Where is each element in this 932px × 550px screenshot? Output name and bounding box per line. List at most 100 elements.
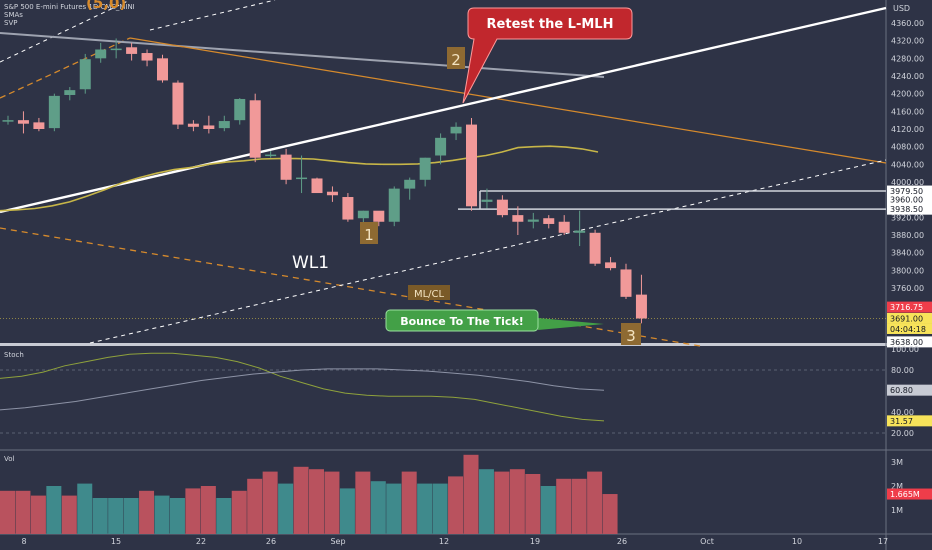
volume-bar [154,495,170,534]
price-tick-label: 3920.00 [891,213,924,222]
vol-tick-label: 2M [891,482,903,491]
candle-body [172,82,184,125]
volume-bar [46,486,62,534]
candle-body [373,210,385,222]
volume-bar [231,490,247,534]
mlcl-label: ML/CL [414,289,445,300]
volume-bar [370,481,386,534]
price-tick-label: 3880.00 [891,231,924,240]
candle-body [110,48,122,51]
price-badge-label: 3638.00 [890,338,923,347]
volume-bar [92,498,108,534]
vol-pane-label: Vol [4,455,15,463]
volume-bar [386,483,402,534]
price-tick-label: 3760.00 [891,284,924,293]
volume-bar [216,498,232,534]
bounce-callout-box [385,309,539,332]
upper-dashed-line [0,0,131,63]
price-badge-label: 3716.75 [890,303,923,312]
candle-body [79,59,91,90]
orange-upper-dashed-line [0,37,131,99]
candle-body [527,219,539,222]
bounce-callout-pointer [538,318,604,330]
time-tick-label: 10 [792,537,802,546]
price-tick-label: 3840.00 [891,249,924,258]
svp-indicator-label[interactable]: SVP [4,19,18,27]
vol-badge [887,488,932,500]
price-tick-label: 4160.00 [891,107,924,116]
candle-body [635,294,647,319]
candle-body [33,122,45,129]
stoch-tick-label: 40.00 [891,408,914,417]
volume-bar [540,486,556,534]
candle-body [311,178,323,194]
pane-separator [0,343,932,346]
orange-median-line [129,37,887,164]
stoch-d-line [0,368,605,411]
price-tick-label: 4360.00 [891,19,924,28]
vol-badge-label: 1.665M [890,490,920,499]
candle-body [126,47,138,54]
volume-bar [417,483,433,534]
candle-body [435,137,447,156]
wl1-label: WL1 [292,253,329,273]
stoch-badge [887,415,932,427]
volume-bar [556,478,572,534]
price-badge [887,194,932,206]
currency-label: USD [893,4,911,13]
price-badge [887,185,932,197]
candle-body [404,179,416,189]
price-badge-label: 3960.00 [890,196,923,205]
candle-body [48,95,60,129]
price-tick-label: 4320.00 [891,37,924,46]
price-tick-label: 4280.00 [891,54,924,63]
volume-bar [509,469,525,534]
volume-bar [587,471,603,534]
volume-bar [169,498,185,534]
sma-indicator-label[interactable]: SMAs [4,11,23,19]
volume-bar [278,483,294,534]
stoch-tick-label: 100.00 [891,345,919,354]
price-tick-label: 3800.00 [891,266,924,275]
candle-body [512,215,524,222]
volume-bar [293,466,309,534]
white-trend-line [0,6,887,214]
stoch-k-line [0,352,605,422]
candle-body [280,154,292,180]
volume-bar [355,471,371,534]
time-tick-label: 26 [266,537,276,546]
time-tick-label: 15 [111,537,121,546]
candle-body [17,120,29,124]
candle-body [203,125,215,129]
bounce-callout-label: Bounce To The Tick! [400,315,524,328]
time-tick-label: Oct [700,537,714,546]
price-tick-label: 4000.00 [891,178,924,187]
price-badge-label: 3691.00 [890,314,923,323]
vol-tick-label: 1M [891,506,903,515]
retest-callout-box [462,7,633,104]
volume-bar [339,488,355,534]
price-badge [887,312,932,324]
candle-body [64,90,76,95]
symbol-title[interactable]: S&P 500 E-mini Futures 1D CME_MINI [4,3,135,11]
candle-body [620,269,632,297]
time-tick-label: 17 [878,537,888,546]
upper-dashed-line [149,0,276,31]
candle-body [326,191,338,196]
volume-bar [30,495,46,534]
candle-body [249,100,261,158]
volume-bar [525,474,541,534]
candle-body [265,154,277,157]
volume-bar [478,469,494,534]
marker-2-label: 2 [451,51,461,69]
time-tick-label: 26 [617,537,627,546]
volume-bar [77,483,93,534]
volume-bar [15,490,31,534]
volume-bar [448,476,464,534]
volume-bar [432,483,448,534]
stoch-badge-label: 60.80 [890,386,913,395]
time-tick-label: 19 [530,537,540,546]
volume-bar [185,488,201,534]
time-tick-label: 8 [21,537,26,546]
